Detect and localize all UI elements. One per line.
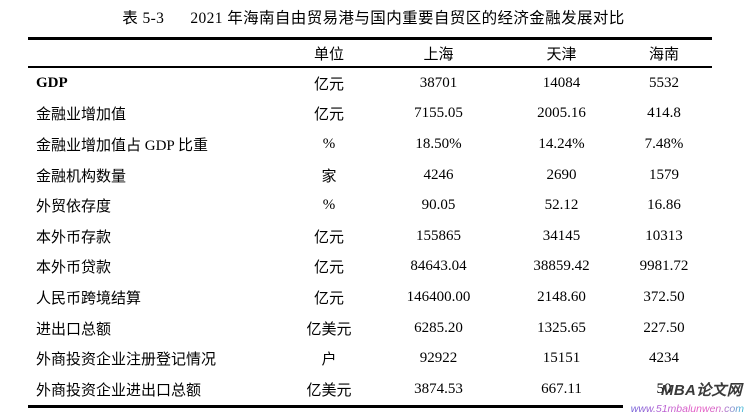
watermark-site-name: MBA论文网 [661,382,742,399]
table-caption-title: 2021 年海南自由贸易港与国内重要自贸区的经济金融发展对比 [190,10,625,27]
table-top-rule [28,37,712,40]
table-caption-number: 表 5-3 [122,10,165,27]
cell-unit: 家 [321,168,337,185]
cell-hainan: 16.86 [647,197,681,214]
cell-hainan: 9981.72 [639,258,689,275]
cell-hainan: 50 [656,380,672,397]
cell-hainan: 10313 [645,227,683,244]
table-row: 本外币存款 亿元 155865 34145 10313 [28,221,712,252]
table-caption: 表 5-3 2021 年海南自由贸易港与国内重要自贸区的经济金融发展对比 [0,6,747,28]
cell-unit: 亿元 [313,290,344,307]
table-header-row: 单位 上海 天津 海南 [28,40,712,66]
cell-shanghai: 3874.53 [414,380,463,397]
cell-indicator: 金融机构数量 [36,168,127,185]
cell-indicator: 外商投资企业注册登记情况 [36,352,217,369]
cell-shanghai: 38701 [419,74,458,91]
table-row: 人民币跨境结算 亿元 146400.00 2148.60 372.50 [28,282,712,313]
cell-unit: 户 [321,352,337,369]
watermark-url-box: www.51mbalunwen.com [622,398,747,416]
cell-indicator: 金融业增加值 [36,107,127,124]
cell-unit: 亿美元 [306,382,352,399]
cell-indicator: 金融业增加值占 GDP 比重 [36,137,208,154]
cell-indicator: 人民币跨境结算 [36,290,142,307]
cell-indicator: 本外币存款 [36,229,112,246]
cell-indicator: 外商投资企业进出口总额 [36,382,202,399]
table-header-rule [28,66,712,68]
column-header-hainan: 海南 [648,46,679,63]
table-row: 外商投资企业注册登记情况 户 92922 15151 4234 [28,343,712,374]
cell-shanghai: 146400.00 [406,288,471,305]
column-header-unit: 单位 [313,46,344,63]
cell-tianjin: 38859.42 [533,258,590,275]
cell-tianjin: 2148.60 [537,288,586,305]
cell-indicator: 外贸依存度 [36,199,112,216]
table-row: 金融业增加值占 GDP 比重% 18.50% 14.24% 7.48% [28,129,712,160]
table-row: 外贸依存度% 90.05 52.12 16.86 [28,190,712,221]
cell-shanghai: 6285.20 [414,319,463,336]
cell-indicator: 本外币贷款 [36,260,112,277]
table-bottom-rule [28,404,712,408]
cell-tianjin: 2005.16 [537,105,586,122]
watermark-url: www.51mbalunwen.com [630,403,744,415]
cell-indicator: 进出口总额 [36,321,112,338]
table-row: 金融业增加值 亿元 7155.05 2005.16 414.8 [28,99,712,130]
cell-tianjin: 14084 [542,74,581,91]
cell-unit: % [322,197,336,214]
cell-hainan: 4234 [649,350,679,367]
cell-shanghai: 7155.05 [414,105,463,122]
table-row: 本外币贷款 亿元 84643.04 38859.42 9981.72 [28,252,712,283]
table-row: 进出口总额 亿美元 6285.20 1325.65 227.50 [28,313,712,344]
cell-shanghai: 90.05 [421,197,456,214]
cell-hainan: 5532 [649,74,679,91]
table-row: 外商投资企业进出口总额 亿美元 3874.53 667.11 50 [28,374,712,405]
cell-hainan: 414.8 [647,105,681,122]
cell-tianjin: 52.12 [544,197,579,214]
cell-unit: % [322,135,336,152]
cell-shanghai: 92922 [419,350,458,367]
column-header-shanghai: 上海 [423,46,454,63]
cell-tianjin: 2690 [546,166,577,183]
cell-tianjin: 14.24% [538,135,585,152]
cell-unit: 亿元 [313,229,344,246]
cell-shanghai: 155865 [416,227,461,244]
cell-tianjin: 15151 [542,350,581,367]
table-body: GDP 亿元 38701 14084 5532 金融业增加值 亿元 7155.05 2005.1… [28,68,712,405]
cell-tianjin: 1325.65 [537,319,586,336]
cell-hainan: 7.48% [644,135,684,152]
cell-unit: 亿元 [313,260,344,277]
cell-shanghai: 18.50% [415,135,462,152]
cell-unit: 亿元 [313,76,344,93]
cell-unit: 亿元 [313,107,344,124]
table-row: 金融机构数量 家 4246 2690 1579 [28,160,712,191]
cell-shanghai: 4246 [423,166,454,183]
cell-unit: 亿美元 [306,321,352,338]
cell-hainan: 1579 [649,166,679,183]
cell-hainan: 227.50 [643,319,685,336]
comparison-table: 单位 上海 天津 海南 GDP 亿元 38701 14084 5532 金融业增加值 亿元 7… [28,37,712,408]
column-header-tianjin: 天津 [546,46,577,63]
cell-tianjin: 34145 [542,227,581,244]
cell-hainan: 372.50 [643,288,685,305]
cell-shanghai: 84643.04 [410,258,467,275]
cell-indicator: GDP [36,74,68,91]
table-row: GDP 亿元 38701 14084 5532 [28,68,712,99]
cell-tianjin: 667.11 [541,380,582,397]
